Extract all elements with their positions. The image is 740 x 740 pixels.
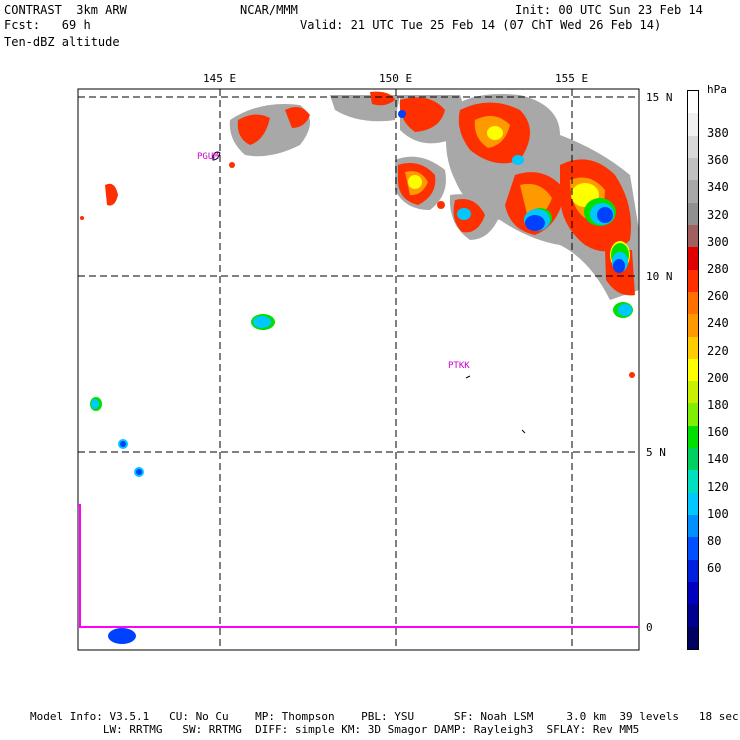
- colorbar-label: 180: [707, 398, 729, 412]
- forecast-hour: Fcst: 69 h: [4, 18, 91, 32]
- colorbar-swatch: [688, 91, 698, 114]
- colorbar-swatch: [688, 492, 698, 516]
- radar-echoes: [80, 91, 639, 644]
- model-info-line2: LW: RRTMG SW: RRTMG DIFF: simple KM: 3D …: [30, 723, 640, 736]
- colorbar-label: 60: [707, 561, 722, 576]
- colorbar-label: 220: [707, 343, 729, 358]
- valid-time: Valid: 21 UTC Tue 25 Feb 14 (07 ChT Wed …: [300, 18, 662, 32]
- init-time: Init: 00 UTC Sun 23 Feb 14: [515, 3, 703, 17]
- lat-label-10: 10 N: [646, 270, 673, 283]
- colorbar-swatch: [688, 425, 698, 449]
- colorbar-swatch: [688, 381, 698, 404]
- colorbar-swatch: [688, 604, 698, 628]
- colorbar-unit: hPa: [707, 83, 727, 96]
- colorbar-swatch: [688, 202, 698, 226]
- colorbar-label: 340: [707, 180, 729, 195]
- colorbar-swatch: [688, 247, 698, 271]
- station-pgum: PGUM: [197, 152, 219, 162]
- colorbar-swatch: [688, 135, 698, 159]
- colorbar-label: 380: [707, 126, 729, 140]
- colorbar-label: 360: [707, 153, 729, 168]
- colorbar-swatch: [688, 180, 698, 204]
- colorbar-label: 80: [707, 534, 722, 548]
- colorbar-swatch: [688, 336, 698, 360]
- colorbar-swatch: [688, 224, 698, 248]
- colorbar-label: 240: [707, 316, 729, 331]
- org-label: NCAR/MMM: [240, 3, 298, 17]
- colorbar-swatch: [688, 269, 698, 293]
- colorbar-swatch: [688, 314, 698, 337]
- model-title: CONTRAST 3km ARW: [4, 3, 127, 17]
- colorbar-swatch: [688, 515, 698, 538]
- station-ptkk: PTKK: [448, 361, 470, 371]
- colorbar-swatch: [688, 403, 698, 427]
- lat-label-5: 5 N: [646, 446, 666, 459]
- colorbar-swatch: [688, 448, 698, 471]
- colorbar-label: 160: [707, 425, 729, 440]
- latlon-grid: [78, 89, 639, 650]
- colorbar-swatch: [688, 358, 698, 382]
- lat-label-0: 0: [646, 621, 653, 634]
- lon-label-145: 145 E: [203, 72, 237, 85]
- colorbar-swatch: [688, 582, 698, 605]
- colorbar-swatch: [688, 470, 698, 494]
- colorbar-label: 260: [707, 289, 729, 304]
- coastlines: [212, 96, 526, 434]
- colorbar-label: 120: [707, 479, 729, 494]
- colorbar-swatch: [688, 626, 698, 650]
- domain-boundary: [78, 504, 639, 628]
- map-frame: [77, 88, 640, 651]
- colorbar-swatch: [688, 559, 698, 583]
- colorbar-label: 100: [707, 506, 729, 521]
- colorbar-label: 140: [707, 452, 729, 467]
- model-info-line1: Model Info: V3.5.1 CU: No Cu MP: Thompso…: [30, 710, 739, 723]
- colorbar-swatch: [688, 537, 698, 561]
- colorbar-swatch: [688, 113, 698, 137]
- lon-label-150: 150 E: [379, 72, 413, 85]
- colorbar-label: 320: [707, 207, 729, 222]
- colorbar-swatch: [688, 157, 698, 181]
- colorbar-label: 200: [707, 370, 729, 385]
- lat-label-15: 15 N: [646, 91, 673, 104]
- field-name: Ten-dBZ altitude: [4, 35, 120, 49]
- colorbar-label: 300: [707, 234, 729, 249]
- lon-label-155: 155 E: [555, 72, 589, 85]
- colorbar: [687, 90, 699, 650]
- colorbar-label: 280: [707, 262, 729, 276]
- colorbar-swatch: [688, 291, 698, 315]
